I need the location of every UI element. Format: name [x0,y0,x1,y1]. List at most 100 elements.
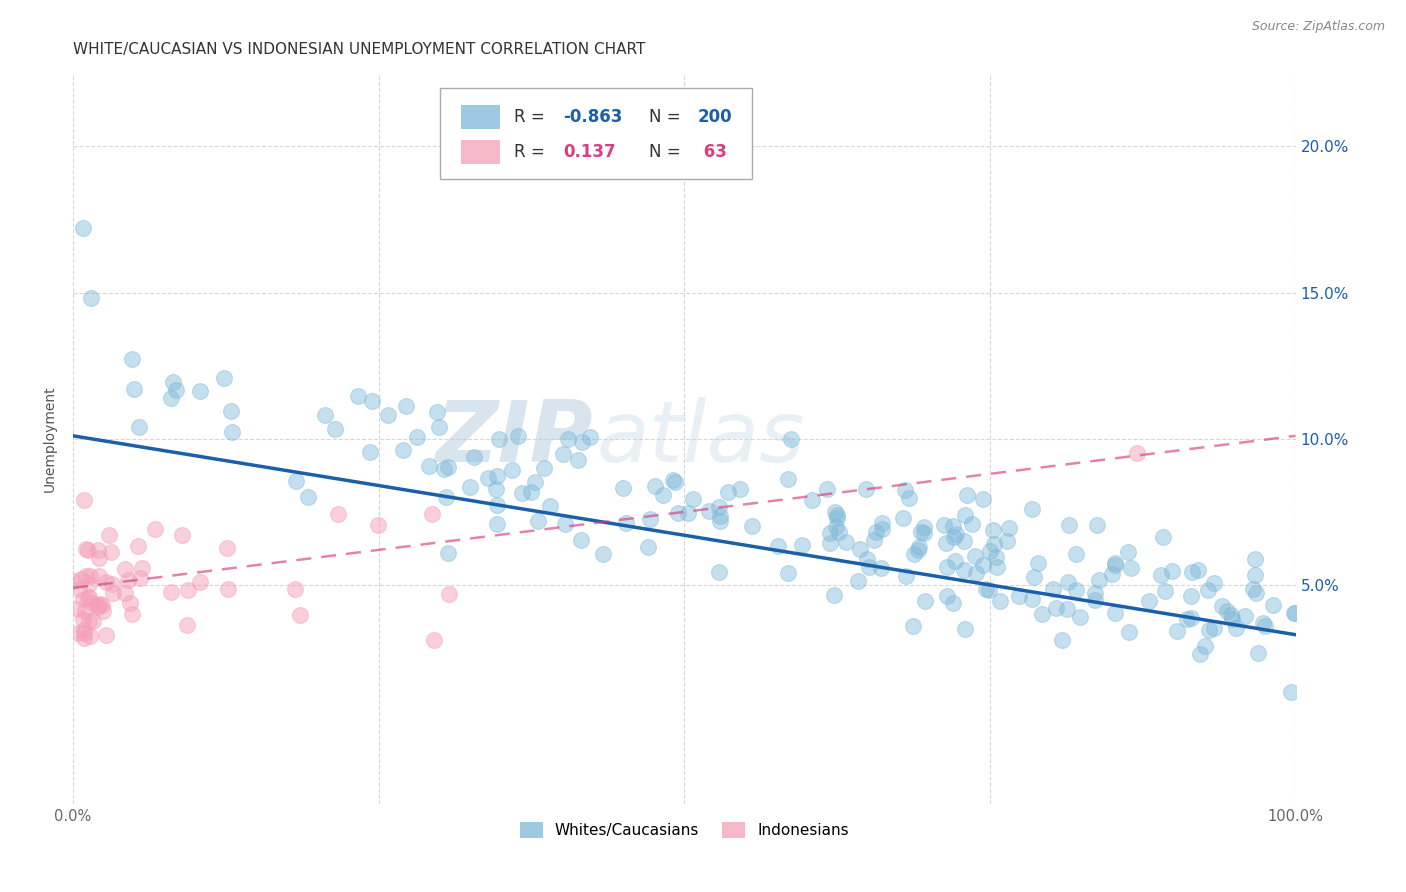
Point [1279,684,1302,698]
Point [960,516,983,531]
Point [823,588,845,602]
Point [1154,584,1177,599]
Point [285,475,308,489]
Point [72,612,94,626]
Point [422,633,444,648]
Point [766,539,789,553]
Point [75,541,97,556]
Point [1101,566,1123,581]
Point [524,475,547,489]
Point [77,590,100,604]
Point [86,598,108,612]
Point [172,528,194,542]
Point [121,351,143,366]
Point [221,425,243,440]
Point [527,514,550,528]
Point [427,420,450,434]
Point [1197,582,1219,597]
Point [101,577,124,591]
Point [326,507,349,521]
Point [730,482,752,496]
Point [101,586,124,600]
Point [1241,582,1264,597]
Point [1021,502,1043,516]
Point [67,582,90,597]
Point [66,602,89,616]
Point [1104,606,1126,620]
Point [827,508,849,522]
Point [165,384,187,398]
Point [1069,610,1091,624]
Point [177,582,200,597]
Point [912,526,935,541]
Point [1204,621,1226,635]
Point [697,504,720,518]
Point [1057,575,1080,590]
Point [1220,612,1243,626]
Point [72,492,94,507]
Point [846,574,869,589]
Point [953,563,976,577]
Point [1251,616,1274,631]
Point [420,507,443,521]
Point [997,534,1019,549]
Point [72,592,94,607]
Point [437,587,460,601]
Point [314,408,336,422]
Point [932,517,955,532]
Point [70,572,93,586]
Point [707,566,730,580]
Point [91,598,114,612]
Point [818,525,841,540]
Point [120,596,142,610]
Point [426,405,449,419]
Point [640,512,662,526]
Point [122,382,145,396]
Point [652,488,675,502]
Point [1211,599,1233,613]
Point [1244,586,1267,600]
Point [1104,558,1126,572]
Point [75,604,97,618]
Text: 0.137: 0.137 [564,143,616,161]
Point [463,450,485,465]
Point [815,483,838,497]
Point [824,520,846,534]
Point [1137,594,1160,608]
Point [894,568,917,582]
Point [533,461,555,475]
Point [538,499,561,513]
Point [1007,589,1029,603]
Point [188,574,211,589]
Point [1254,618,1277,632]
Text: atlas: atlas [596,397,804,480]
Point [114,585,136,599]
Point [434,490,457,504]
Point [942,596,965,610]
Point [981,523,1004,537]
Text: R =: R = [515,143,550,161]
Point [780,432,803,446]
Point [1150,568,1173,582]
Point [91,604,114,618]
Point [143,522,166,536]
Point [862,533,884,548]
Text: R =: R = [515,108,550,126]
Point [778,472,800,486]
Point [1180,590,1202,604]
Point [72,221,94,235]
Point [98,528,121,542]
Point [1118,625,1140,640]
Point [612,481,634,495]
Legend: Whites/Caucasians, Indonesians: Whites/Caucasians, Indonesians [513,816,855,844]
Point [1284,606,1306,620]
Point [1244,551,1267,566]
Point [485,483,508,497]
Point [82,596,104,610]
Point [488,432,510,446]
Point [80,292,103,306]
Point [82,614,104,628]
Point [1166,624,1188,639]
Point [943,531,966,545]
Point [828,525,851,540]
